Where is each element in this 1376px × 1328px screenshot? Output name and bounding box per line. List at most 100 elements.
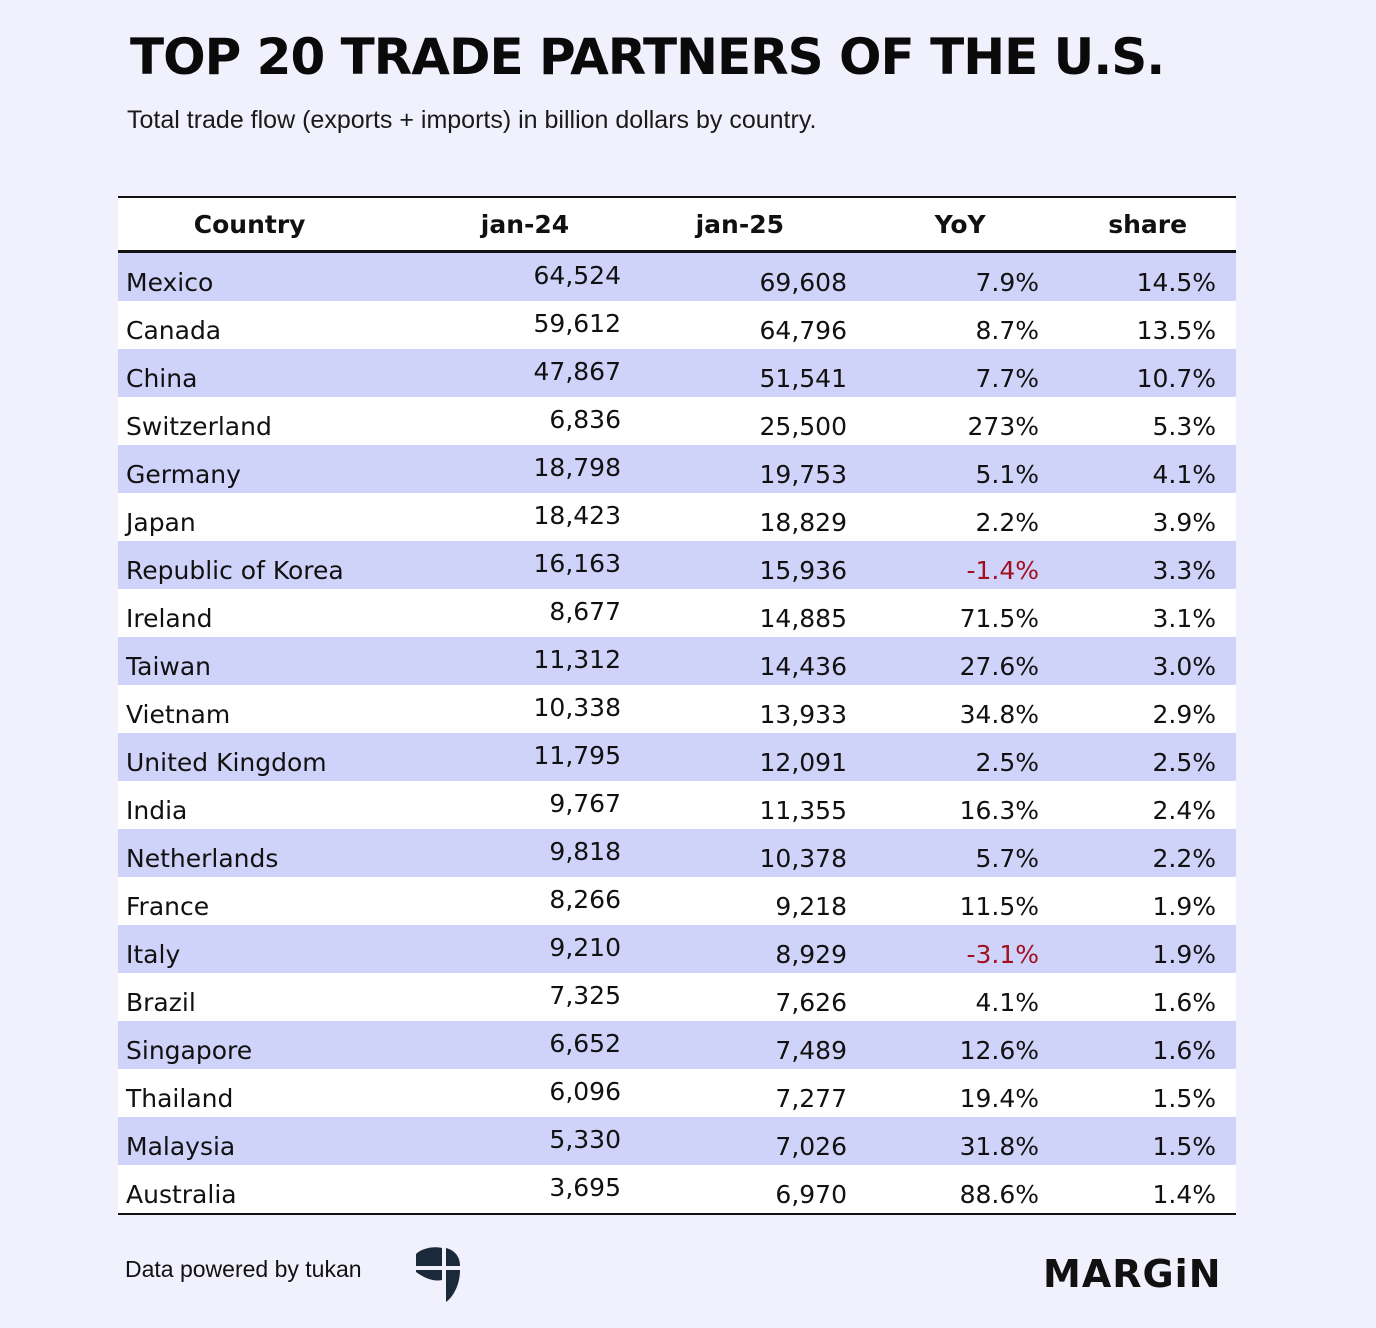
cell-country: Mexico xyxy=(126,267,214,297)
cell-jan-25: 69,608 xyxy=(759,267,847,297)
cell-share: 1.6% xyxy=(1152,1035,1216,1065)
cell-yoy: 11.5% xyxy=(959,891,1039,921)
cell-country: Vietnam xyxy=(126,699,231,729)
cell-share: 1.5% xyxy=(1152,1083,1216,1113)
cell-share: 3.9% xyxy=(1152,507,1216,537)
cell-yoy: 71.5% xyxy=(959,603,1039,633)
table-row: Switzerland 6,836 25,500 273% 5.3% xyxy=(118,397,1236,445)
cell-share: 1.9% xyxy=(1152,891,1216,921)
cell-jan-25: 10,378 xyxy=(759,843,847,873)
cell-share: 3.1% xyxy=(1152,603,1216,633)
cell-jan-24: 3,695 xyxy=(549,1172,621,1202)
cell-country: Republic of Korea xyxy=(126,555,344,585)
margin-brand-logo: MARGiN xyxy=(1043,1252,1222,1296)
table-row: Taiwan 11,312 14,436 27.6% 3.0% xyxy=(118,637,1236,685)
cell-jan-24: 9,818 xyxy=(549,836,621,866)
trade-table: Country jan-24 jan-25 YoY share Mexico 64… xyxy=(118,196,1236,1215)
cell-jan-24: 64,524 xyxy=(533,260,621,290)
cell-jan-25: 7,626 xyxy=(775,987,847,1017)
cell-jan-25: 6,970 xyxy=(775,1179,847,1209)
cell-jan-24: 59,612 xyxy=(533,308,621,338)
cell-share: 2.2% xyxy=(1152,843,1216,873)
cell-jan-25: 13,933 xyxy=(759,699,847,729)
cell-country: France xyxy=(126,891,210,921)
cell-jan-25: 15,936 xyxy=(759,555,847,585)
cell-yoy: 2.2% xyxy=(975,507,1039,537)
cell-jan-25: 7,277 xyxy=(775,1083,847,1113)
column-header-jan-24: jan-24 xyxy=(480,209,570,239)
cell-country: Japan xyxy=(126,507,196,537)
cell-jan-24: 18,798 xyxy=(533,452,621,482)
column-header-yoy: YoY xyxy=(934,209,986,239)
cell-yoy: 273% xyxy=(967,411,1039,441)
table-row: Australia 3,695 6,970 88.6% 1.4% xyxy=(118,1165,1236,1213)
cell-yoy: 19.4% xyxy=(959,1083,1039,1113)
table-row: France 8,266 9,218 11.5% 1.9% xyxy=(118,877,1236,925)
cell-yoy: -3.1% xyxy=(966,939,1039,969)
cell-country: Germany xyxy=(126,459,241,489)
cell-jan-24: 5,330 xyxy=(549,1124,621,1154)
cell-jan-24: 6,652 xyxy=(549,1028,621,1058)
column-header-jan-25: jan-25 xyxy=(695,209,784,239)
cell-jan-25: 51,541 xyxy=(759,363,847,393)
table-row: China 47,867 51,541 7.7% 10.7% xyxy=(118,349,1236,397)
table-row: Italy 9,210 8,929 -3.1% 1.9% xyxy=(118,925,1236,973)
cell-country: Canada xyxy=(126,315,222,345)
cell-jan-25: 7,026 xyxy=(775,1131,847,1161)
cell-share: 2.5% xyxy=(1152,747,1216,777)
cell-jan-24: 7,325 xyxy=(549,980,621,1010)
cell-jan-24: 10,338 xyxy=(533,692,621,722)
table-header-row: Country jan-24 jan-25 YoY share xyxy=(118,198,1236,253)
cell-share: 4.1% xyxy=(1152,459,1216,489)
table-row: Ireland 8,677 14,885 71.5% 3.1% xyxy=(118,589,1236,637)
cell-jan-25: 19,753 xyxy=(759,459,847,489)
cell-jan-24: 18,423 xyxy=(533,500,621,530)
cell-jan-25: 14,436 xyxy=(759,651,847,681)
cell-share: 13.5% xyxy=(1136,315,1216,345)
cell-share: 1.5% xyxy=(1152,1131,1216,1161)
table-body: Mexico 64,524 69,608 7.9% 14.5% Canada 59,612 6… xyxy=(118,253,1236,1213)
page-title: TOP 20 TRADE PARTNERS OF THE U.S. xyxy=(130,28,1165,86)
cell-country: Malaysia xyxy=(126,1131,236,1161)
table-row: Canada 59,612 64,796 8.7% 13.5% xyxy=(118,301,1236,349)
cell-country: Netherlands xyxy=(126,843,279,873)
table-row: Singapore 6,652 7,489 12.6% 1.6% xyxy=(118,1021,1236,1069)
cell-yoy: 7.9% xyxy=(975,267,1039,297)
cell-share: 14.5% xyxy=(1136,267,1216,297)
cell-country: Australia xyxy=(126,1179,237,1209)
cell-yoy: 88.6% xyxy=(959,1179,1039,1209)
cell-jan-24: 8,677 xyxy=(549,596,621,626)
cell-jan-24: 6,836 xyxy=(549,404,621,434)
cell-jan-25: 64,796 xyxy=(759,315,847,345)
table-row: Thailand 6,096 7,277 19.4% 1.5% xyxy=(118,1069,1236,1117)
cell-country: Italy xyxy=(126,939,181,969)
cell-country: Taiwan xyxy=(126,651,212,681)
data-credit: Data powered by tukan xyxy=(125,1256,362,1282)
cell-share: 1.9% xyxy=(1152,939,1216,969)
cell-yoy: 16.3% xyxy=(959,795,1039,825)
cell-yoy: 27.6% xyxy=(959,651,1039,681)
cell-country: Switzerland xyxy=(126,411,272,441)
cell-yoy: 4.1% xyxy=(975,987,1039,1017)
column-header-share: share xyxy=(1108,209,1188,239)
cell-jan-24: 11,795 xyxy=(533,740,621,770)
table-row: Malaysia 5,330 7,026 31.8% 1.5% xyxy=(118,1117,1236,1165)
cell-jan-25: 9,218 xyxy=(775,891,847,921)
cell-jan-24: 6,096 xyxy=(549,1076,621,1106)
cell-share: 10.7% xyxy=(1136,363,1216,393)
cell-jan-24: 11,312 xyxy=(533,644,621,674)
cell-jan-25: 25,500 xyxy=(759,411,847,441)
tukan-logo-icon xyxy=(416,1247,460,1302)
cell-yoy: 2.5% xyxy=(975,747,1039,777)
cell-jan-25: 18,829 xyxy=(759,507,847,537)
cell-country: Ireland xyxy=(126,603,213,633)
cell-share: 2.4% xyxy=(1152,795,1216,825)
cell-share: 2.9% xyxy=(1152,699,1216,729)
cell-yoy: -1.4% xyxy=(966,555,1039,585)
cell-yoy: 31.8% xyxy=(959,1131,1039,1161)
table-row: Japan 18,423 18,829 2.2% 3.9% xyxy=(118,493,1236,541)
cell-jan-25: 7,489 xyxy=(775,1035,847,1065)
table-row: India 9,767 11,355 16.3% 2.4% xyxy=(118,781,1236,829)
cell-country: Thailand xyxy=(126,1083,234,1113)
cell-share: 3.3% xyxy=(1152,555,1216,585)
